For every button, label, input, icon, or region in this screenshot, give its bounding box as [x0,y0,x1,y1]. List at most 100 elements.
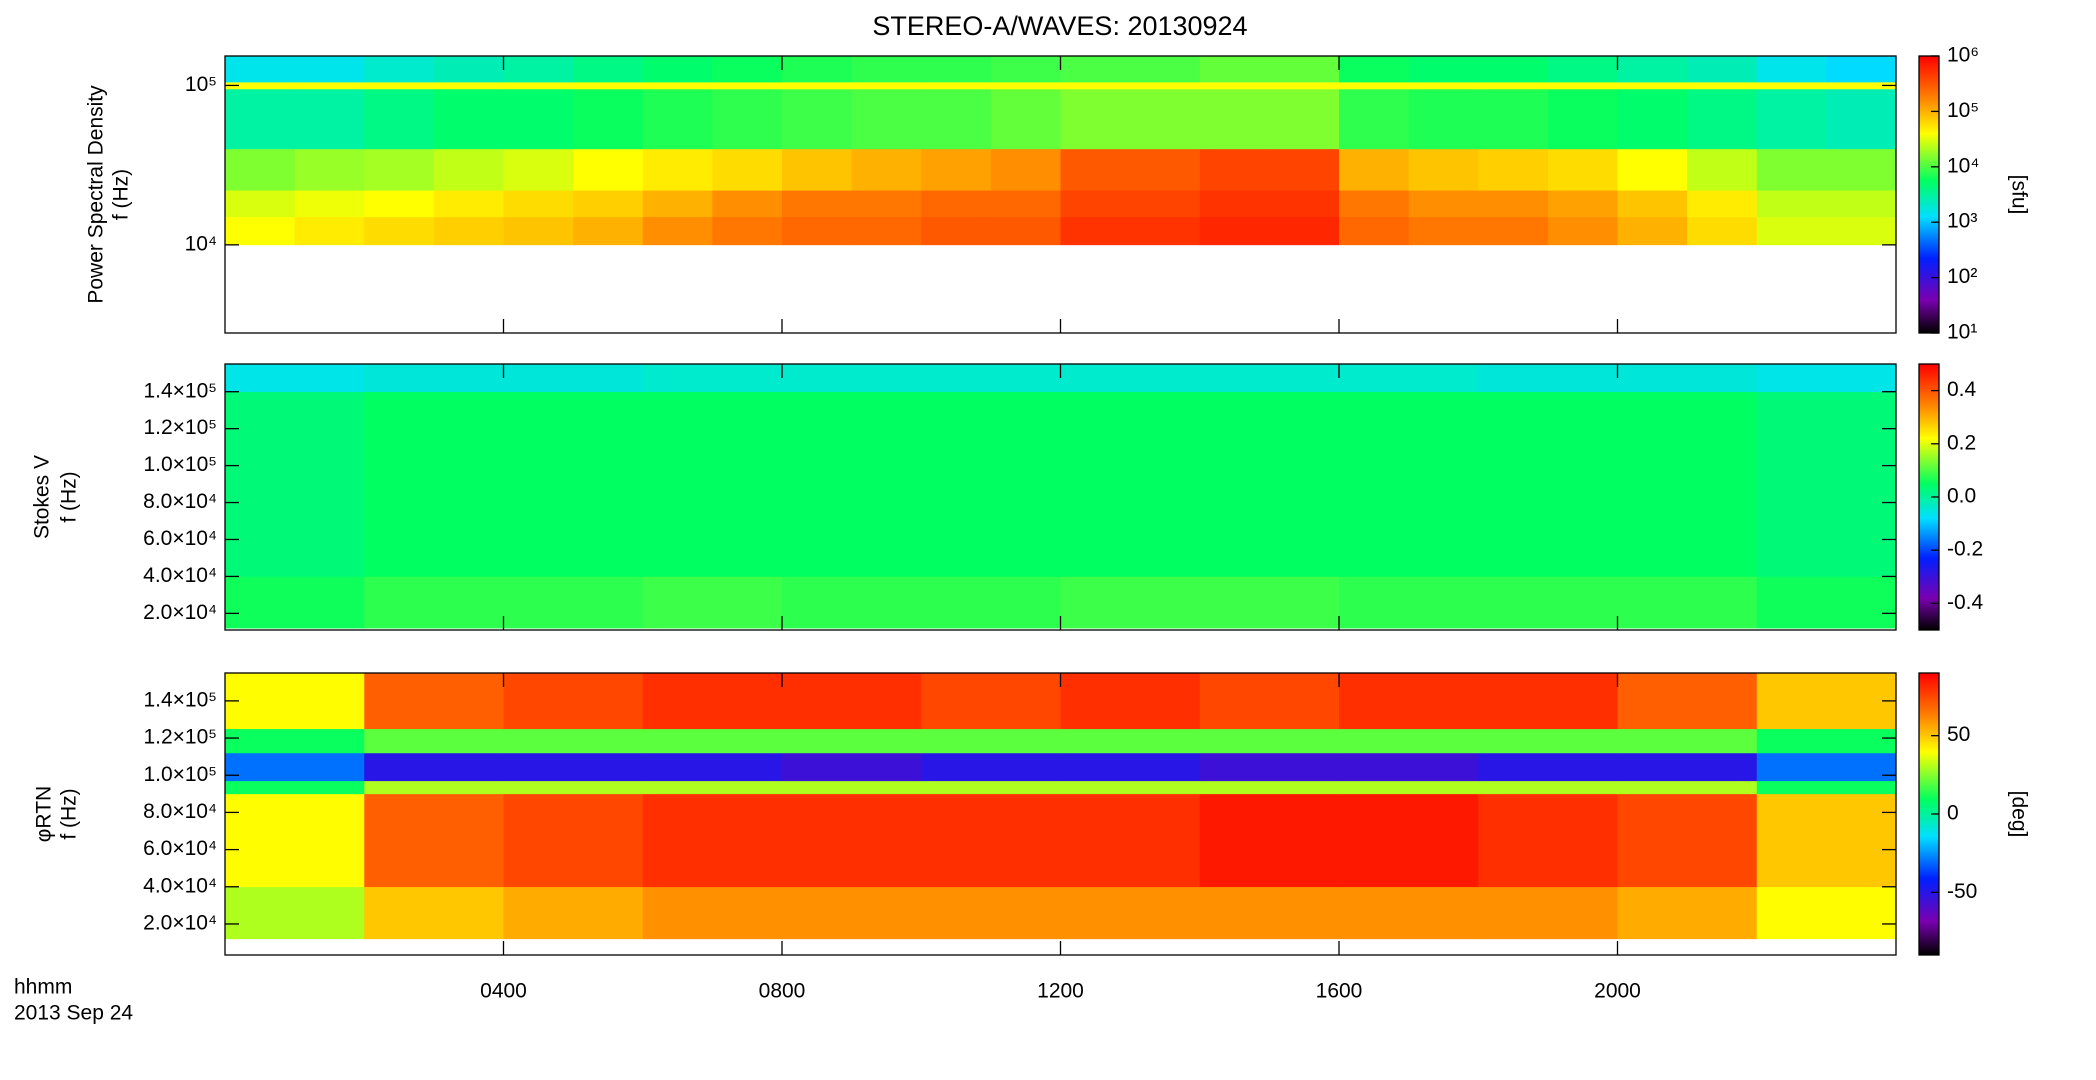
heatmap-cell [503,82,574,90]
heatmap-cell [1478,88,1549,150]
heatmap-cell [503,216,574,246]
heatmap-cell [782,673,922,730]
y-tick-label: 6.0×10⁴ [143,527,217,550]
heatmap-cell [1826,148,1897,191]
heatmap-cell [364,886,504,940]
heatmap-cell [1199,793,1340,888]
heatmap-cell [1617,216,1688,246]
x-tick-label: 2000 [1594,980,1641,1003]
heatmap-cell [921,576,1061,629]
heatmap-cell [851,190,922,218]
y-tick-label: 1.4×10⁵ [143,379,217,402]
heatmap-cell [1547,216,1618,246]
heatmap-cell [1130,148,1201,191]
heatmap-cell [1269,88,1340,150]
heatmap-cell [433,190,504,218]
heatmap-cell [1339,56,1410,83]
heatmap-cell [642,728,783,754]
heatmap-cell [364,88,435,150]
colorbar-tick-label: 10⁶ [1947,44,1979,67]
heatmap-cell [712,88,783,150]
heatmap-cell [921,82,992,90]
heatmap-cell [294,148,365,191]
heatmap-cell [1199,364,1340,393]
y-axis-label: Stokes V [31,455,54,539]
heatmap-cell [503,780,644,795]
heatmap-cell [642,82,713,90]
panel [225,364,1897,629]
heatmap-cell [1756,576,1897,629]
heatmap-cell [503,793,644,888]
colorbar-tick-label: 0.4 [1947,378,1977,401]
heatmap-cell [642,576,783,629]
heatmap-cell [364,190,435,218]
heatmap-cell [1339,88,1410,150]
heatmap-cell [1756,793,1897,888]
heatmap-cell [851,148,922,191]
chart-title: STEREO-A/WAVES: 20130924 [872,11,1247,41]
heatmap-cell [364,752,504,782]
heatmap-cell [1826,216,1897,246]
heatmap-cell [1617,886,1758,940]
heatmap-cell [1408,148,1479,191]
heatmap-cell [1339,216,1410,246]
y-axis-label: φRTN [33,786,56,842]
heatmap-cell [1339,190,1410,218]
heatmap-cell [712,82,783,90]
heatmap-cell [1199,88,1270,150]
colorbar-label: [deg] [2007,791,2030,838]
heatmap-cell [990,148,1061,191]
heatmap-cell [225,82,296,90]
heatmap-cell [225,752,365,782]
heatmap-cell [433,88,504,150]
panel [225,56,1897,246]
heatmap-cell [364,148,435,191]
heatmap-cell [921,886,1061,940]
heatmap-cell [503,190,574,218]
y-tick-label: 1.0×10⁵ [143,763,217,786]
heatmap-cell [364,56,435,83]
y-axis-label: f (Hz) [58,471,81,522]
heatmap-cell [1756,391,1897,577]
heatmap-cell [921,780,1061,795]
heatmap-cell [1756,148,1827,191]
y-tick-label: 2.0×10⁴ [143,601,217,624]
heatmap-cell [1478,793,1618,888]
heatmap-cell [294,190,365,218]
heatmap-cell [1339,780,1479,795]
colorbar-tick-label: -0.2 [1947,538,1983,561]
heatmap-cell [503,391,644,577]
x-tick-label: 0400 [480,980,527,1003]
heatmap-cell [294,56,365,83]
heatmap-cell [1617,793,1758,888]
colorbar-tick-label: 10¹ [1947,321,1977,344]
heatmap-cell [1199,56,1270,83]
heatmap-cell [1617,88,1688,150]
heatmap-cell [1408,56,1479,83]
heatmap-cell [1478,190,1549,218]
colorbar-tick-label: 0.2 [1947,431,1976,454]
y-tick-label: 2.0×10⁴ [143,912,217,935]
heatmap-cell [1339,752,1479,782]
heatmap-cell [782,780,922,795]
y-tick-label: 8.0×10⁴ [143,800,217,823]
y-axis-label: f (Hz) [58,788,81,839]
heatmap-cell [921,56,992,83]
heatmap-cell [1199,728,1340,754]
heatmap-cell [921,190,992,218]
heatmap-cell [851,216,922,246]
heatmap-cell [851,88,922,150]
heatmap-cell [573,56,644,83]
colorbar-tick-label: 0.0 [1947,485,1976,508]
heatmap-cell [1478,364,1618,393]
heatmap-cell [1756,82,1827,90]
heatmap-cell [1687,190,1758,218]
heatmap-cell [433,82,504,90]
heatmap-cell [503,148,574,191]
y-axis-label: f (Hz) [110,169,133,220]
heatmap-cell [1199,576,1340,629]
heatmap-cell [1339,148,1410,191]
heatmap-cell [1756,216,1827,246]
